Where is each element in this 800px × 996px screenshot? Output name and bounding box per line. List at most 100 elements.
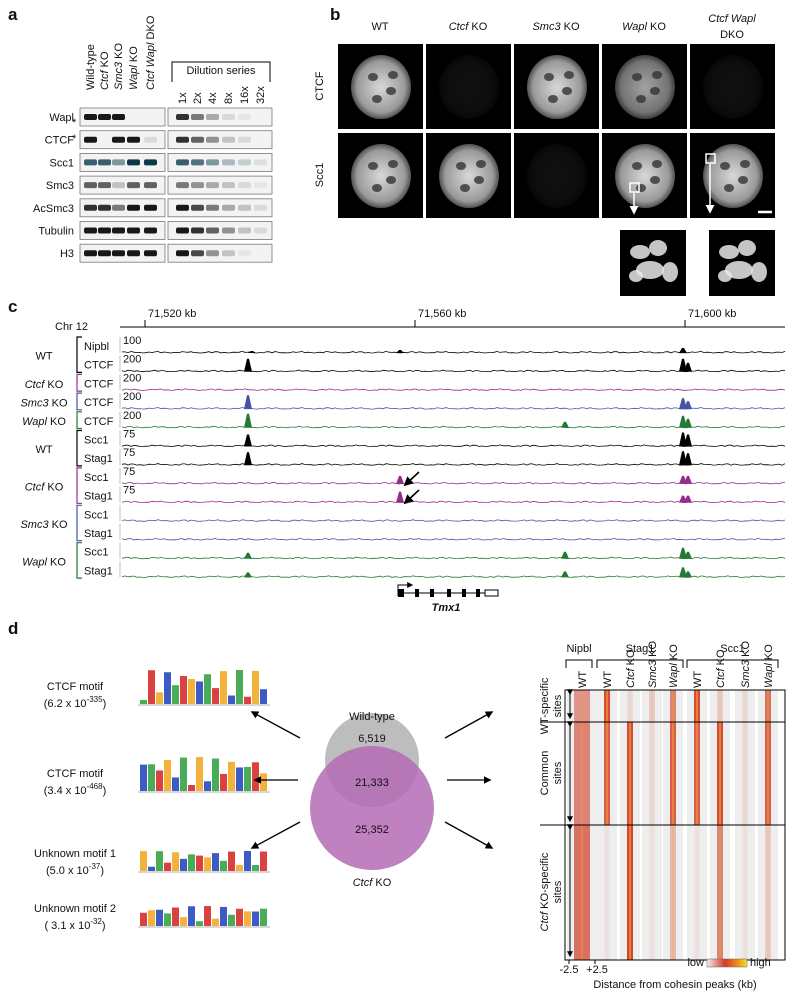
venn-circle-ko [310, 746, 434, 870]
motif-pvalue: (6.2 x 10-335) [44, 695, 107, 710]
motif-letter [244, 851, 251, 871]
blot-band [254, 182, 267, 189]
panel-letter: d [8, 619, 18, 638]
track-label: Stag1 [84, 491, 113, 503]
blot-band [176, 114, 189, 120]
heatmap-group: Scc1 [720, 643, 744, 655]
lane-label: Smc3 KO [113, 42, 125, 90]
motif-letter [228, 695, 235, 704]
track-label: Scc1 [84, 547, 108, 559]
blot-band [254, 159, 267, 166]
track-peak [244, 358, 252, 372]
gene-name: Tmx1 [432, 602, 461, 614]
heat-core [767, 690, 769, 722]
heat-core [719, 722, 721, 825]
motif-letter [252, 670, 259, 704]
heat-bg [642, 825, 662, 960]
blot-band [176, 182, 189, 189]
group-label-part: Ctcf [25, 482, 46, 494]
heatmap-row-label: sites [552, 761, 564, 784]
heat-bg [758, 825, 778, 960]
chromosome: Chr 12 [55, 321, 88, 333]
motif-letter [260, 689, 267, 704]
track-peak [244, 434, 252, 447]
blot [167, 130, 273, 150]
motif-letter [140, 700, 147, 704]
heat-core [696, 825, 698, 960]
heat-core [672, 722, 674, 825]
column-label: Ctcf KO [449, 21, 488, 33]
row-label: Scc1 [314, 163, 326, 187]
blot [167, 198, 273, 218]
motif-letter [220, 906, 227, 926]
heatmap-row-label: sites [552, 880, 564, 903]
motif-pvalue-part: ( 3.1 x 10 [44, 920, 90, 932]
legend-bar [706, 958, 748, 968]
track-signal [121, 407, 786, 410]
motif-letter [196, 921, 203, 926]
group-label-part: KO [44, 482, 63, 494]
group-label-part: Wapl [22, 416, 47, 428]
motif-letter [148, 910, 155, 926]
motif-letter [148, 764, 155, 791]
blot-band [127, 227, 140, 234]
heat-stripe [694, 825, 700, 960]
motif-letter [172, 852, 179, 871]
blot-band [144, 250, 157, 257]
nucleolus [544, 73, 554, 81]
nucleolus [724, 184, 734, 192]
heatmap-column-part: KO [715, 649, 727, 668]
blot-band [127, 136, 140, 143]
group-label-part: KO [49, 397, 68, 409]
lane-label-part: Wapl [128, 65, 140, 90]
track-peak [684, 453, 692, 466]
coordinate-label: 71,560 kb [418, 308, 466, 320]
heatmap-column: Smc3 KO [740, 640, 752, 688]
group-label-part: Smc3 [20, 519, 49, 531]
blot-band [98, 159, 111, 166]
blot-band [127, 182, 140, 189]
motif-pvalue: (5.0 x 10-37) [46, 862, 104, 877]
heat-core [629, 825, 631, 960]
venn-count: 21,333 [355, 777, 389, 789]
nucleus [703, 55, 763, 119]
motif-pvalue-part: (3.4 x 10 [44, 785, 87, 797]
lane-label-part: KO [99, 51, 111, 70]
motif-name: CTCF motif [47, 681, 104, 693]
group-label: Wapl KO [22, 416, 66, 428]
venn-arrow [444, 711, 494, 739]
motif-letter [212, 918, 219, 926]
nucleolus [562, 87, 572, 95]
motif-letter [196, 681, 203, 704]
blot-band [206, 227, 219, 234]
motif-letter [140, 764, 147, 791]
nucleolus [386, 176, 396, 184]
heat-bg [735, 722, 755, 825]
inset-blob [630, 245, 650, 259]
blot [167, 221, 273, 240]
track-signal [121, 556, 786, 560]
motif-letter [236, 670, 243, 704]
heatmap-column: Ctcf KO [715, 649, 727, 688]
group-label: Ctcf KO [25, 379, 64, 391]
blot-row-label: H3 [60, 248, 74, 260]
motif-letter [252, 911, 259, 926]
blot-band [254, 227, 267, 234]
track-peak [396, 491, 404, 503]
nucleolus [368, 162, 378, 170]
track-signal [121, 500, 786, 504]
blot [167, 243, 273, 263]
heatmap-column-part: Smc3 [740, 659, 752, 688]
nucleolus [388, 160, 398, 168]
heat-core [606, 825, 608, 960]
nucleolus [474, 176, 484, 184]
nucleolus [372, 184, 382, 192]
coordinate-label: 71,520 kb [148, 308, 196, 320]
motif-letter [164, 913, 171, 926]
motif-letter [180, 676, 187, 704]
nucleolus [476, 160, 486, 168]
group-bracket [76, 373, 82, 392]
heatmap-column: Ctcf KO [625, 649, 637, 688]
group-label-part: Wapl [22, 556, 47, 568]
track-label: Scc1 [84, 472, 108, 484]
